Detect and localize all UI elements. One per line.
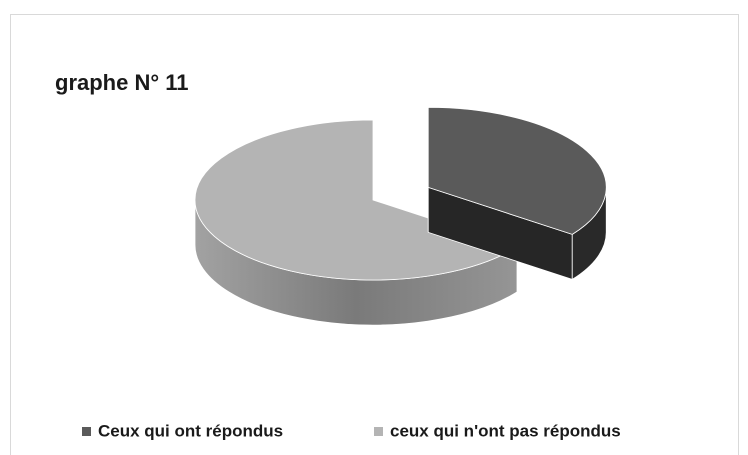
legend-label: Ceux qui ont répondus xyxy=(98,421,283,440)
slice-top xyxy=(427,106,607,235)
legend-swatch xyxy=(82,427,91,436)
slice-top xyxy=(194,119,518,281)
legend-swatch xyxy=(374,427,383,436)
legend-label: ceux qui n'ont pas répondus xyxy=(390,421,621,440)
chart-title: graphe N° 11 xyxy=(55,70,189,95)
